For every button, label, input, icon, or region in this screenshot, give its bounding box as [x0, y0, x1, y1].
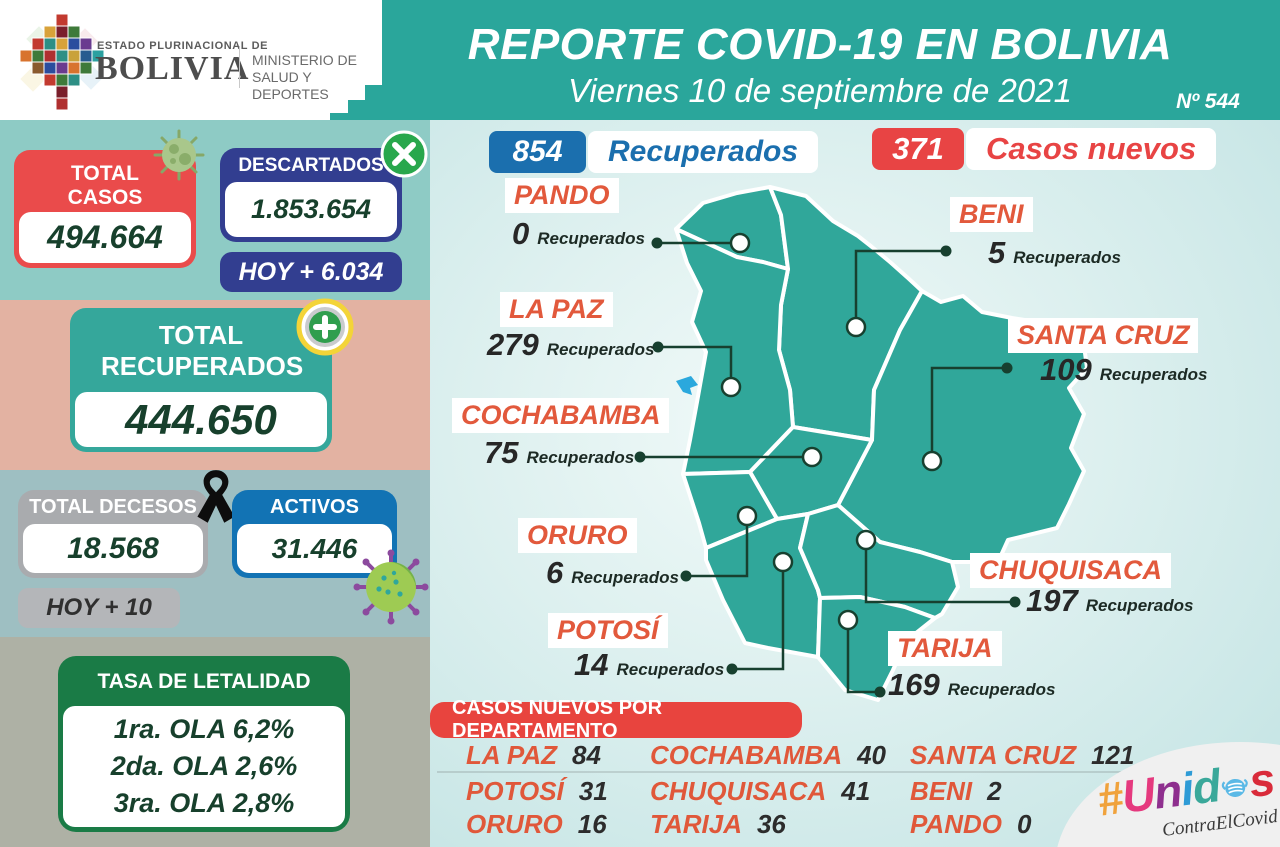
- lethality-rate-card: TASA DE LETALIDAD 1ra. OLA 6,2% 2da. OLA…: [58, 656, 350, 832]
- active-cases-card: ACTIVOS 31.446: [232, 490, 397, 578]
- map-value-tarija: 169 Recuperados: [888, 667, 1056, 702]
- map-label-beni: BENI: [950, 197, 1033, 232]
- mask-icon: [1221, 778, 1248, 797]
- total-cases-value: 494.664: [19, 212, 191, 263]
- table-cell: PANDO 0: [910, 809, 1032, 839]
- total-deaths-value: 18.568: [23, 524, 203, 573]
- map-label-chuquisaca: CHUQUISACA: [970, 553, 1172, 588]
- lethality-wave-2: 2da. OLA 2,6%: [110, 751, 298, 781]
- virus-icon-2: [353, 549, 429, 625]
- map-value-oruro: 6 Recuperados: [546, 555, 679, 590]
- discarded-card: DESCARTADOS 1.853.654: [220, 148, 402, 242]
- report-number: Nº 544: [1176, 90, 1240, 113]
- new-cases-table-title: CASOS NUEVOS POR DEPARTAMENTO: [430, 697, 802, 742]
- recovered-badge: 854 Recuperados: [489, 131, 819, 173]
- discarded-value: 1.853.654: [225, 182, 397, 237]
- country-name: BOLIVIA: [95, 50, 250, 87]
- discarded-today-pill: HOY + 6.034: [220, 252, 402, 292]
- lethality-wave-3: 3ra. OLA 2,8%: [113, 788, 295, 818]
- recovered-badge-label: Recuperados: [588, 131, 819, 173]
- new-cases-badge: 371 Casos nuevos: [872, 128, 1217, 170]
- plus-icon: [296, 298, 354, 356]
- new-cases-badge-value: 371: [872, 128, 964, 170]
- new-cases-badge-label: Casos nuevos: [966, 128, 1217, 170]
- discarded-title: DESCARTADOS: [238, 155, 384, 176]
- report-date: Viernes 10 de septiembre de 2021: [568, 72, 1072, 109]
- map-label-cochabamba: COCHABAMBA: [452, 398, 670, 433]
- map-value-chuquisaca: 197 Recuperados: [1026, 583, 1194, 618]
- total-recovered-value: 444.650: [75, 392, 327, 447]
- close-icon: [380, 130, 428, 178]
- lethality-rate-values: 1ra. OLA 6,2% 2da. OLA 2,6% 3ra. OLA 2,8…: [63, 706, 345, 827]
- total-deaths-card: TOTAL DECESOS 18.568: [18, 490, 208, 578]
- header-bar: ESTADO PLURINACIONAL DE BOLIVIA MINISTER…: [0, 0, 1280, 120]
- table-row-divider: [437, 771, 1135, 773]
- map-label-oruro: ORURO: [518, 518, 637, 553]
- table-cell: LA PAZ 84: [466, 740, 601, 770]
- total-recovered-card: TOTAL RECUPERADOS 444.650: [70, 308, 332, 452]
- table-cell: TARIJA 36: [650, 809, 786, 839]
- table-cell: ORURO 16: [466, 809, 607, 839]
- map-label-potosi: POTOSÍ: [548, 613, 668, 648]
- map-value-la-paz: 279 Recuperados: [487, 327, 655, 362]
- map-label-santa-cruz: SANTA CRUZ: [1008, 318, 1199, 353]
- map-value-pando: 0 Recuperados: [512, 216, 645, 251]
- estado-plurinacional-label: ESTADO PLURINACIONAL DE: [97, 40, 269, 52]
- table-cell: COCHABAMBA 40: [650, 740, 887, 770]
- map-value-cochabamba: 75 Recuperados: [484, 435, 635, 470]
- map-value-santa-cruz: 109 Recuperados: [1040, 352, 1208, 387]
- total-deaths-title: TOTAL DECESOS: [29, 496, 197, 518]
- map-label-pando: PANDO: [505, 178, 619, 213]
- active-cases-title: ACTIVOS: [270, 496, 359, 518]
- table-cell: BENI 2: [910, 776, 1002, 806]
- lethality-rate-title: TASA DE LETALIDAD: [97, 670, 311, 693]
- mourning-ribbon-icon: [197, 470, 235, 523]
- virus-icon: [153, 129, 205, 181]
- active-cases-value: 31.446: [237, 524, 392, 573]
- unidos-contra-el-covid-logo: #Unid s: [1094, 752, 1277, 826]
- header-divider: [239, 46, 240, 88]
- table-cell: CHUQUISACA 41: [650, 776, 871, 806]
- total-recovered-title: TOTAL RECUPERADOS: [101, 320, 304, 381]
- map-value-potosi: 14 Recuperados: [574, 647, 725, 682]
- logo-block: ESTADO PLURINACIONAL DE BOLIVIA MINISTER…: [0, 0, 382, 120]
- map-label-la-paz: LA PAZ: [500, 292, 613, 327]
- recovered-badge-value: 854: [489, 131, 586, 173]
- table-cell: POTOSÍ 31: [466, 776, 608, 806]
- bolivia-state-logo: [19, 13, 105, 111]
- table-cell: SANTA CRUZ 121: [910, 740, 1135, 770]
- deaths-today-pill: HOY + 10: [18, 588, 180, 628]
- lethality-wave-1: 1ra. OLA 6,2%: [113, 714, 295, 744]
- ministry-label: MINISTERIO DE SALUD Y DEPORTES: [252, 52, 358, 102]
- page-title: REPORTE COVID-19 EN BOLIVIA: [467, 20, 1173, 69]
- map-value-beni: 5 Recuperados: [988, 235, 1121, 270]
- map-label-tarija: TARIJA: [888, 631, 1002, 666]
- total-cases-card: TOTAL CASOS 494.664: [14, 150, 196, 268]
- total-cases-title: TOTAL CASOS: [67, 162, 143, 209]
